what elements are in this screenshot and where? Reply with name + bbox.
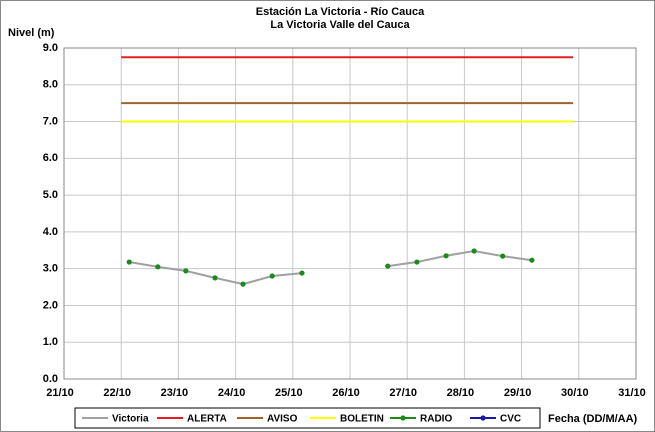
y-tick-label: 5.0 [43,189,58,201]
x-axis-label: Fecha (DD/M/AA) [548,413,638,425]
legend-label: CVC [500,414,521,425]
series-marker [155,264,161,270]
x-tick-label: 29/10 [504,387,532,399]
legend-swatch [400,415,406,421]
y-tick-label: 3.0 [43,263,58,275]
x-tick-label: 24/10 [218,387,246,399]
y-tick-label: 2.0 [43,299,58,311]
chart-subtitle: La Victoria Valle del Cauca [270,19,410,31]
legend-label: AVISO [267,414,298,425]
y-axis-label: Nivel (m) [8,27,55,39]
x-tick-label: 21/10 [46,387,74,399]
x-tick-label: 28/10 [447,387,475,399]
series-marker [126,259,132,265]
series-marker [500,253,506,259]
x-tick-label: 30/10 [561,387,589,399]
legend-label: ALERTA [187,414,227,425]
series-marker [183,268,189,274]
y-tick-label: 8.0 [43,79,58,91]
series-marker [299,270,305,276]
chart-title: Estación La Victoria - Río Cauca [256,6,425,18]
x-tick-label: 25/10 [275,387,303,399]
y-tick-label: 6.0 [43,152,58,164]
legend-label: Victoria [112,414,149,425]
x-tick-label: 26/10 [332,387,360,399]
y-tick-label: 0.0 [43,373,58,385]
series-marker [471,248,477,254]
series-marker [414,259,420,265]
x-tick-label: 22/10 [103,387,131,399]
series-marker [212,275,218,281]
series-marker [443,253,449,259]
y-tick-label: 4.0 [43,226,58,238]
x-tick-label: 23/10 [161,387,189,399]
legend-swatch [480,415,486,421]
y-tick-label: 9.0 [43,42,58,54]
series-marker [529,257,535,263]
y-tick-label: 7.0 [43,115,58,127]
x-tick-label: 27/10 [389,387,417,399]
legend-box [74,407,541,429]
plot-area [63,47,637,380]
series-marker [385,263,391,269]
series-marker [240,281,246,287]
series-marker [269,273,275,279]
y-tick-label: 1.0 [43,336,58,348]
legend-label: RADIO [420,414,452,425]
x-tick-label: 31/10 [618,387,646,399]
legend-label: BOLETIN [340,414,384,425]
